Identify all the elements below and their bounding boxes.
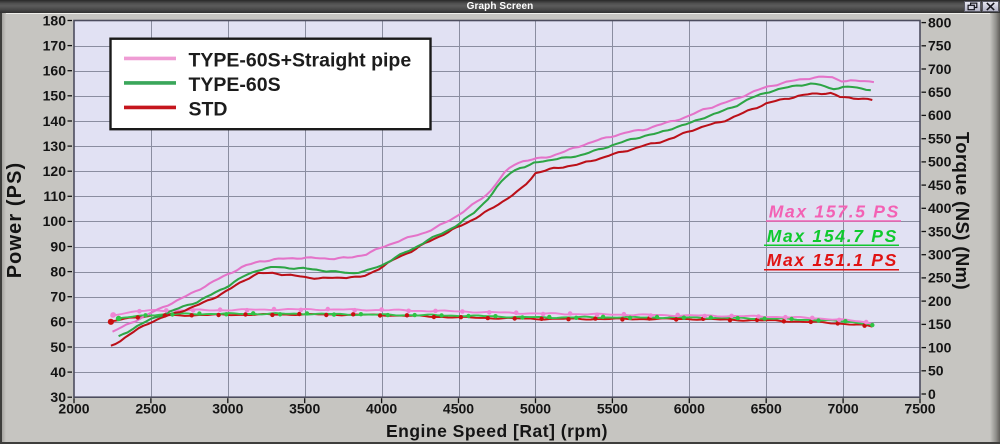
svg-text:80: 80 bbox=[50, 263, 66, 279]
svg-text:200: 200 bbox=[928, 293, 952, 309]
svg-text:5500: 5500 bbox=[597, 401, 628, 417]
svg-text:700: 700 bbox=[928, 61, 952, 77]
svg-text:90: 90 bbox=[50, 238, 66, 254]
svg-text:2000: 2000 bbox=[58, 401, 89, 417]
svg-text:Max 157.5 PS: Max 157.5 PS bbox=[769, 202, 900, 222]
svg-text:0: 0 bbox=[928, 386, 936, 402]
svg-text:170: 170 bbox=[43, 37, 67, 53]
svg-text:150: 150 bbox=[928, 316, 952, 332]
svg-text:3000: 3000 bbox=[212, 401, 243, 417]
svg-text:60: 60 bbox=[50, 314, 66, 330]
svg-text:7500: 7500 bbox=[904, 401, 935, 417]
svg-text:140: 140 bbox=[43, 113, 67, 129]
svg-text:70: 70 bbox=[50, 289, 66, 305]
svg-text:Max 154.7 PS: Max 154.7 PS bbox=[767, 226, 898, 246]
svg-text:300: 300 bbox=[928, 247, 952, 263]
svg-text:800: 800 bbox=[928, 14, 952, 30]
svg-text:TYPE-60S: TYPE-60S bbox=[189, 74, 281, 96]
svg-text:400: 400 bbox=[928, 200, 952, 216]
svg-text:30: 30 bbox=[50, 389, 66, 405]
svg-text:650: 650 bbox=[928, 84, 952, 100]
svg-text:Max 151.1 PS: Max 151.1 PS bbox=[767, 250, 898, 270]
svg-text:Torque (NS) (Nm): Torque (NS) (Nm) bbox=[952, 132, 973, 290]
svg-text:6500: 6500 bbox=[751, 401, 782, 417]
svg-text:3500: 3500 bbox=[289, 401, 320, 417]
svg-text:100: 100 bbox=[43, 213, 67, 229]
svg-text:5000: 5000 bbox=[520, 401, 551, 417]
svg-text:110: 110 bbox=[43, 188, 66, 204]
svg-text:350: 350 bbox=[928, 223, 952, 239]
svg-text:550: 550 bbox=[928, 131, 952, 147]
svg-text:40: 40 bbox=[50, 364, 66, 380]
svg-text:Power (PS): Power (PS) bbox=[4, 162, 26, 279]
svg-text:160: 160 bbox=[43, 63, 67, 79]
svg-text:600: 600 bbox=[928, 107, 952, 123]
svg-text:50: 50 bbox=[50, 339, 66, 355]
svg-text:120: 120 bbox=[43, 163, 67, 179]
svg-text:TYPE-60S+Straight pipe: TYPE-60S+Straight pipe bbox=[189, 50, 412, 72]
svg-text:7000: 7000 bbox=[828, 401, 859, 417]
svg-text:4500: 4500 bbox=[443, 401, 474, 417]
svg-text:750: 750 bbox=[928, 38, 952, 54]
svg-text:2500: 2500 bbox=[135, 401, 166, 417]
svg-text:250: 250 bbox=[928, 270, 952, 286]
svg-text:Engine Speed [Rat] (rpm): Engine Speed [Rat] (rpm) bbox=[386, 421, 608, 441]
svg-text:STD: STD bbox=[189, 99, 228, 121]
svg-text:100: 100 bbox=[928, 339, 952, 355]
svg-text:150: 150 bbox=[43, 88, 67, 104]
svg-text:450: 450 bbox=[928, 177, 952, 193]
svg-text:6000: 6000 bbox=[674, 401, 705, 417]
svg-text:500: 500 bbox=[928, 154, 952, 170]
svg-text:50: 50 bbox=[928, 363, 944, 379]
svg-text:130: 130 bbox=[43, 138, 67, 154]
svg-text:4000: 4000 bbox=[366, 401, 397, 417]
svg-text:180: 180 bbox=[43, 12, 67, 28]
